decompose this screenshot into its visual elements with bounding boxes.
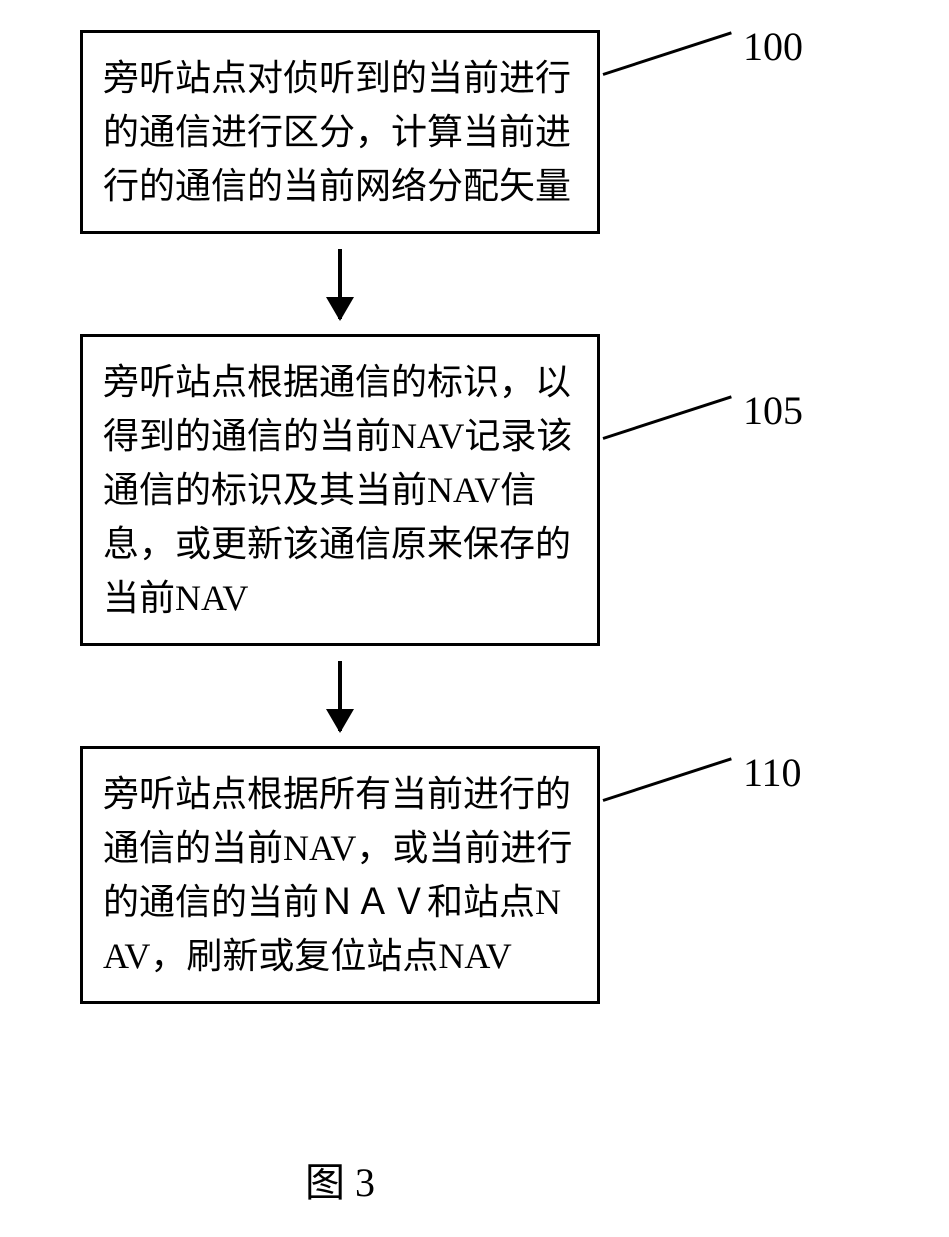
flowchart-container: 旁听站点对侦听到的当前进行的通信进行区分，计算当前进行的通信的当前网络分配矢量 … bbox=[80, 30, 830, 1004]
arrow-1 bbox=[338, 249, 342, 319]
figure-caption: 图 3 bbox=[80, 1150, 600, 1208]
flowchart-box-100: 旁听站点对侦听到的当前进行的通信进行区分，计算当前进行的通信的当前网络分配矢量 … bbox=[80, 30, 600, 234]
label-number-100: 100 bbox=[743, 23, 803, 70]
arrow-2 bbox=[338, 661, 342, 731]
label-line-100 bbox=[603, 31, 732, 76]
label-line-105 bbox=[603, 395, 732, 440]
arrow-container-2 bbox=[80, 646, 600, 746]
label-number-105: 105 bbox=[743, 387, 803, 434]
flowchart-text-100: 旁听站点对侦听到的当前进行的通信进行区分，计算当前进行的通信的当前网络分配矢量 bbox=[103, 51, 577, 213]
flowchart-box-105: 旁听站点根据通信的标识，以得到的通信的当前NAV记录该通信的标识及其当前NAV信… bbox=[80, 334, 600, 646]
flowchart-text-105: 旁听站点根据通信的标识，以得到的通信的当前NAV记录该通信的标识及其当前NAV信… bbox=[103, 355, 577, 625]
label-line-110 bbox=[603, 757, 732, 802]
flowchart-text-110: 旁听站点根据所有当前进行的通信的当前NAV，或当前进行的通信的当前ＮＡＶ和站点N… bbox=[103, 767, 577, 983]
arrow-container-1 bbox=[80, 234, 600, 334]
flowchart-box-110: 旁听站点根据所有当前进行的通信的当前NAV，或当前进行的通信的当前ＮＡＶ和站点N… bbox=[80, 746, 600, 1004]
label-number-110: 110 bbox=[743, 749, 802, 796]
